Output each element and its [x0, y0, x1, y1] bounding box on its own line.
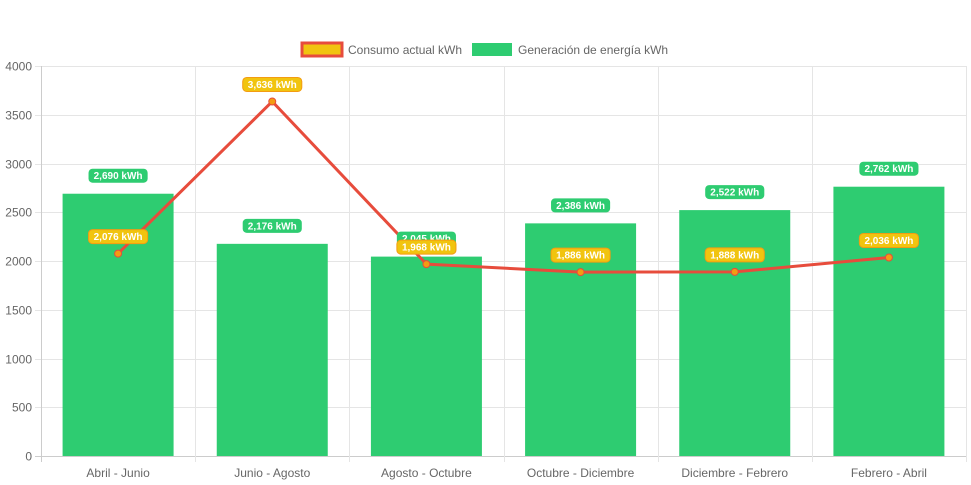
y-tick-label: 2500 [5, 206, 32, 220]
bar [216, 243, 328, 456]
bar [370, 256, 482, 456]
bar-value-label-text: 2,045 kWh [402, 234, 451, 245]
bar [833, 186, 945, 456]
x-tick-label: Diciembre - Febrero [681, 466, 788, 480]
y-tick-label: 1000 [5, 353, 32, 367]
bar-value-label-bg [242, 218, 302, 233]
line-value-label-bg [858, 232, 919, 248]
bar-value-label-text: 2,762 kWh [864, 164, 913, 175]
legend-label-consumo: Consumo actual kWh [348, 43, 462, 57]
bar-value-label-text: 2,176 kWh [248, 221, 297, 232]
line-value-label-bg [242, 76, 303, 92]
y-tick-label: 500 [12, 401, 32, 415]
line-value-label-bg [396, 239, 457, 255]
bar-value-label: 2,176 kWh [242, 218, 302, 233]
bar-value-label: 2,386 kWh [551, 198, 611, 213]
line-value-label-text: 2,076 kWh [94, 232, 143, 243]
x-axis-ticks: Abril - Junio Junio - Agosto Agosto - Octu… [86, 466, 927, 480]
x-tick-label: Junio - Agosto [234, 466, 310, 480]
line-value-label-bg [704, 247, 765, 263]
bar-value-label-text: 2,386 kWh [556, 201, 605, 212]
bar-value-label-text: 2,690 kWh [94, 171, 143, 182]
line-path [117, 99, 890, 274]
line-point [576, 268, 585, 277]
legend-label-generacion: Generación de energía kWh [518, 43, 668, 57]
y-tick-label: 3500 [5, 109, 32, 123]
line-value-label: 3,636 kWh [242, 76, 303, 92]
line-value-label: 1,968 kWh [396, 239, 457, 255]
bar-value-label-bg [88, 168, 148, 183]
y-tick-label: 2000 [5, 255, 32, 269]
line-value-label: 2,076 kWh [88, 229, 149, 245]
y-tick-label: 1500 [5, 304, 32, 318]
line-value-label-text: 2,036 kWh [864, 236, 913, 247]
chart-grid [35, 66, 967, 462]
legend-swatch-generacion [472, 43, 512, 56]
x-tick-label: Octubre - Diciembre [527, 466, 635, 480]
line-value-label-text: 1,968 kWh [402, 243, 451, 254]
bar-value-label-text: 2,522 kWh [710, 188, 759, 199]
chart-legend: Consumo actual kWh Generación de energía… [300, 41, 668, 58]
x-tick-label: Agosto - Octubre [381, 466, 472, 480]
y-tick-label: 4000 [5, 60, 32, 74]
line-value-label-bg [550, 247, 611, 263]
line-value-label-text: 1,888 kWh [710, 250, 759, 261]
line-series [114, 97, 893, 277]
bar-value-label: 2,690 kWh [88, 168, 148, 183]
y-axis-ticks: 0 500 1000 1500 2000 2500 3000 3500 4000 [5, 60, 32, 464]
line-value-label-text: 1,886 kWh [556, 251, 605, 262]
line-value-label: 1,888 kWh [704, 247, 765, 263]
line-value-label-bg [88, 229, 149, 245]
x-tick-label: Febrero - Abril [851, 466, 927, 480]
bar [679, 210, 791, 456]
line-point [730, 267, 739, 276]
bar-value-label-bg [705, 185, 765, 200]
bar-value-label-bg [859, 161, 919, 176]
y-tick-label: 3000 [5, 158, 32, 172]
line-value-label: 1,886 kWh [550, 247, 611, 263]
x-tick-label: Abril - Junio [86, 466, 150, 480]
line-point [422, 260, 431, 269]
bar-value-label: 2,762 kWh [859, 161, 919, 176]
line-value-label-text: 3,636 kWh [248, 80, 297, 91]
line-value-label: 2,036 kWh [858, 232, 919, 248]
y-tick-label: 0 [25, 450, 32, 464]
data-labels: 2,690 kWh 2,176 kWh 2,045 kWh 2,386 kWh 2,52… [88, 76, 919, 263]
bar-value-label: 2,522 kWh [705, 185, 765, 200]
line-point [114, 249, 123, 258]
bar-value-label-bg [551, 198, 611, 213]
line-point [268, 97, 277, 106]
line-point [884, 253, 893, 262]
legend-swatch-consumo [300, 41, 344, 58]
